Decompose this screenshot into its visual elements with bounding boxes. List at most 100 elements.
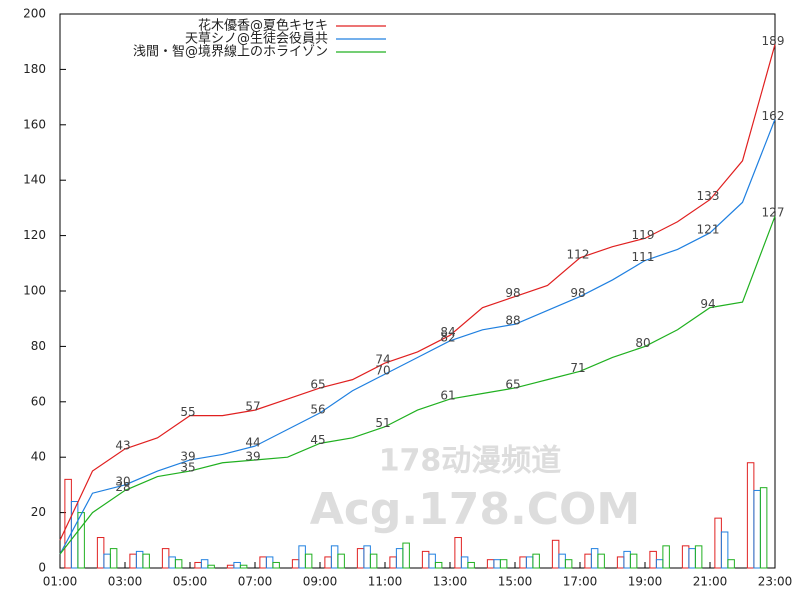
- bar: [460, 556, 469, 569]
- x-tick-label: 17:00: [563, 575, 598, 589]
- bar: [746, 462, 755, 569]
- series-line: [59, 44, 776, 541]
- data-label: 133: [697, 189, 720, 203]
- bar: [337, 553, 345, 569]
- bar: [454, 537, 462, 569]
- bar: [356, 548, 365, 569]
- bar: [486, 559, 495, 569]
- y-tick-label: 160: [23, 117, 46, 131]
- data-label: 51: [375, 416, 390, 430]
- x-tick-label: 21:00: [693, 575, 728, 589]
- y-tick-label: 100: [23, 284, 46, 298]
- x-tick-label: 15:00: [498, 575, 533, 589]
- bar: [96, 537, 105, 569]
- bar: [584, 553, 592, 569]
- bar: [402, 542, 410, 569]
- watermark: 178动漫频道: [379, 444, 562, 479]
- bar: [681, 545, 690, 569]
- data-label: 84: [440, 325, 455, 339]
- bar: [597, 553, 605, 569]
- data-label: 82: [440, 330, 455, 344]
- data-label: 119: [632, 228, 655, 242]
- bar: [551, 539, 560, 569]
- bar: [259, 556, 267, 569]
- bar: [324, 556, 332, 569]
- data-label: 71: [570, 361, 585, 375]
- data-label: 162: [762, 109, 785, 123]
- bar: [298, 545, 306, 569]
- y-tick-label: 60: [31, 394, 46, 408]
- data-label: 43: [115, 438, 130, 452]
- data-label: 39: [180, 449, 195, 463]
- data-label: 57: [245, 400, 260, 414]
- data-label: 28: [115, 480, 130, 494]
- bar: [109, 548, 118, 569]
- data-label: 80: [635, 336, 650, 350]
- bar: [363, 545, 371, 569]
- bar: [304, 553, 313, 569]
- bar: [239, 564, 248, 569]
- y-tick-label: 200: [23, 7, 46, 21]
- data-label: 98: [505, 286, 520, 300]
- bar: [714, 517, 722, 569]
- bar: [720, 531, 729, 569]
- bar: [103, 553, 111, 569]
- bar: [434, 561, 443, 569]
- bar: [291, 559, 300, 569]
- bar: [493, 559, 501, 569]
- bar: [564, 559, 573, 569]
- bar: [272, 561, 280, 569]
- data-label: 30: [115, 474, 130, 488]
- data-label: 39: [245, 449, 260, 463]
- x-tick-label: 07:00: [238, 575, 273, 589]
- bar: [142, 553, 150, 569]
- bar: [135, 550, 144, 569]
- bar: [655, 559, 664, 569]
- bar: [519, 556, 527, 569]
- data-label: 121: [697, 222, 720, 236]
- bar: [532, 553, 540, 569]
- bar: [616, 556, 625, 569]
- series-line: [59, 119, 776, 555]
- y-tick-label: 20: [31, 505, 46, 519]
- y-tick-label: 140: [23, 173, 46, 187]
- x-tick-label: 11:00: [368, 575, 403, 589]
- watermark: Acg.178.COM: [310, 484, 640, 535]
- legend-label: 浅間・智@境界線上のホライゾン: [133, 44, 328, 60]
- bar: [590, 548, 599, 569]
- bar: [694, 545, 703, 569]
- bar: [428, 553, 436, 569]
- bar: [194, 561, 202, 569]
- y-tick-label: 80: [31, 339, 46, 353]
- x-tick-label: 19:00: [628, 575, 663, 589]
- bar: [727, 559, 735, 569]
- bar: [233, 561, 241, 569]
- data-label: 65: [310, 377, 325, 391]
- bar: [395, 548, 404, 569]
- bar: [265, 556, 274, 569]
- series-line: [59, 215, 776, 555]
- bar: [688, 548, 696, 569]
- y-tick-label: 180: [23, 62, 46, 76]
- bar: [759, 487, 768, 569]
- x-tick-label: 13:00: [433, 575, 468, 589]
- x-tick-label: 09:00: [303, 575, 338, 589]
- legend-label: 花木優香@夏色キセキ: [198, 18, 328, 34]
- bar: [467, 561, 475, 569]
- bar: [389, 556, 397, 569]
- bar: [369, 553, 378, 569]
- y-tick-label: 120: [23, 228, 46, 242]
- bar: [174, 559, 183, 569]
- data-label: 56: [310, 402, 325, 416]
- data-label: 74: [375, 353, 390, 367]
- bar: [77, 512, 85, 569]
- bar: [200, 559, 209, 569]
- bar: [330, 545, 339, 569]
- data-label: 189: [762, 34, 785, 48]
- data-label: 70: [375, 364, 390, 378]
- bar: [753, 489, 761, 569]
- x-tick-label: 23:00: [758, 575, 793, 589]
- data-label: 61: [440, 389, 455, 403]
- bar: [662, 545, 670, 569]
